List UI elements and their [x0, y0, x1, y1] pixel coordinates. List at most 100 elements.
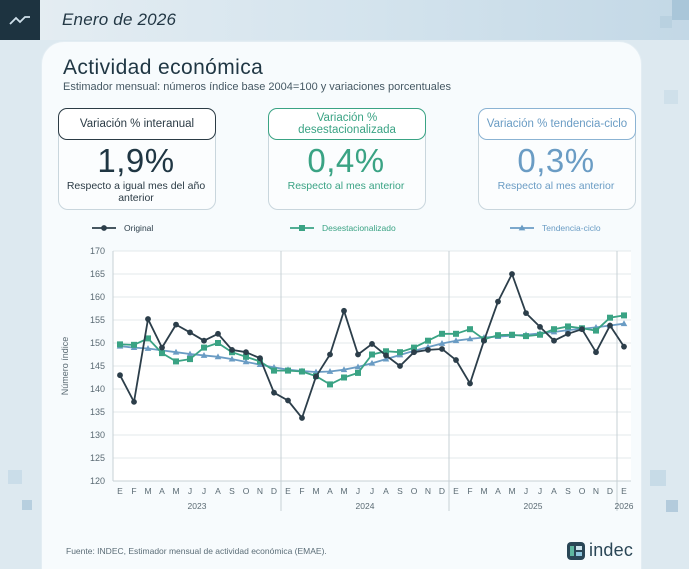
x-tick-label: S: [565, 486, 571, 496]
data-point: [565, 330, 571, 337]
data-point: [565, 323, 571, 330]
y-tick-label: 150: [90, 338, 105, 348]
decorative-pixel: [22, 500, 32, 510]
data-point: [355, 351, 361, 358]
page-subtitle: Estimador mensual: números índice base 2…: [63, 81, 451, 93]
x-tick-label: N: [425, 486, 431, 496]
decorative-pixel: [660, 16, 672, 28]
data-point: [173, 358, 179, 365]
data-point: [243, 349, 249, 356]
x-tick-label: A: [495, 486, 501, 496]
x-tick-label: D: [271, 486, 277, 496]
data-point: [187, 356, 193, 363]
data-point: [131, 398, 137, 405]
header-icon-box: [0, 0, 40, 40]
legend-marker: [101, 225, 107, 231]
y-tick-label: 140: [90, 384, 105, 394]
data-point: [326, 368, 334, 374]
x-tick-label: M: [508, 486, 515, 496]
data-point: [397, 363, 403, 369]
data-point: [467, 326, 473, 333]
y-tick-label: 120: [90, 476, 105, 486]
x-tick-label: J: [202, 486, 206, 496]
data-point: [579, 326, 585, 333]
data-point: [285, 367, 291, 374]
x-tick-label: J: [524, 486, 528, 496]
kpi-value: 0,3%: [517, 142, 595, 179]
data-point: [411, 344, 417, 351]
x-tick-label: M: [172, 486, 179, 496]
data-point: [438, 340, 446, 346]
data-point: [607, 322, 613, 329]
header-date-title: Enero de 2026: [62, 10, 177, 29]
kpi-note: Respecto al mes anterior: [287, 180, 405, 192]
x-tick-label: J: [188, 486, 192, 496]
data-point: [327, 381, 333, 388]
data-point: [299, 415, 305, 421]
kpi-value: 1,9%: [97, 142, 175, 179]
x-tick-label: A: [327, 486, 333, 496]
data-point: [509, 271, 515, 277]
data-point: [467, 380, 473, 387]
y-tick-label: 165: [90, 269, 105, 279]
x-tick-label: M: [144, 486, 151, 496]
data-point: [354, 363, 362, 370]
legend-label: Tendencia-ciclo: [542, 223, 601, 233]
data-point: [173, 321, 179, 328]
y-tick-label: 145: [90, 361, 105, 371]
data-point: [229, 347, 235, 353]
x-tick-label: D: [607, 486, 613, 496]
x-tick-label: E: [453, 486, 459, 496]
data-point: [355, 369, 361, 376]
data-point: [382, 355, 390, 362]
data-point: [383, 352, 389, 359]
data-point: [145, 316, 151, 322]
data-point: [368, 359, 376, 366]
page-title: Actividad económica: [63, 56, 264, 79]
data-point: [593, 327, 599, 334]
data-point: [537, 331, 543, 338]
decorative-pixel: [672, 0, 689, 20]
data-point: [495, 332, 501, 339]
data-point: [383, 348, 389, 355]
year-label: 2026: [615, 501, 634, 511]
data-point: [466, 335, 474, 342]
data-point: [257, 355, 263, 362]
x-tick-label: F: [299, 486, 304, 496]
x-tick-label: J: [370, 486, 374, 496]
x-tick-label: M: [340, 486, 347, 496]
y-tick-label: 125: [90, 453, 105, 463]
header-band: [0, 0, 689, 40]
kpi-card-tendencia-ciclo: Variación % tendencia-ciclo 0,3% Respect…: [478, 108, 636, 210]
x-tick-label: E: [621, 486, 627, 496]
data-point: [341, 374, 347, 381]
x-tick-label: N: [257, 486, 263, 496]
source-note: Fuente: INDEC, Estimador mensual de acti…: [66, 546, 327, 556]
data-point: [551, 326, 557, 333]
data-point: [117, 372, 123, 379]
kpi-card-interanual: Variación % interanual 1,9% Respecto a i…: [58, 108, 216, 210]
data-point: [186, 350, 194, 357]
x-tick-label: N: [593, 486, 599, 496]
kpi-note: Respecto al mes anterior: [497, 180, 615, 192]
decorative-pixel: [650, 470, 666, 486]
data-point: [215, 330, 221, 337]
kpi-note: Respecto a igual mes del año anterior: [66, 180, 206, 204]
y-tick-label: 170: [90, 246, 105, 256]
data-point: [299, 368, 305, 375]
data-point: [159, 350, 165, 357]
data-point: [495, 298, 501, 305]
data-point: [481, 337, 487, 344]
x-tick-label: J: [538, 486, 542, 496]
y-tick-label: 155: [90, 315, 105, 325]
data-point: [523, 333, 529, 340]
kpi-card-desestacionalizada: Variación % desestacionalizada 0,4% Resp…: [268, 108, 426, 210]
x-tick-label: S: [397, 486, 403, 496]
decorative-pixel: [664, 90, 678, 104]
data-point: [214, 353, 222, 360]
x-tick-label: M: [312, 486, 319, 496]
data-point: [425, 337, 431, 344]
data-point: [285, 397, 291, 404]
data-point: [509, 331, 515, 338]
data-point: [620, 320, 628, 327]
